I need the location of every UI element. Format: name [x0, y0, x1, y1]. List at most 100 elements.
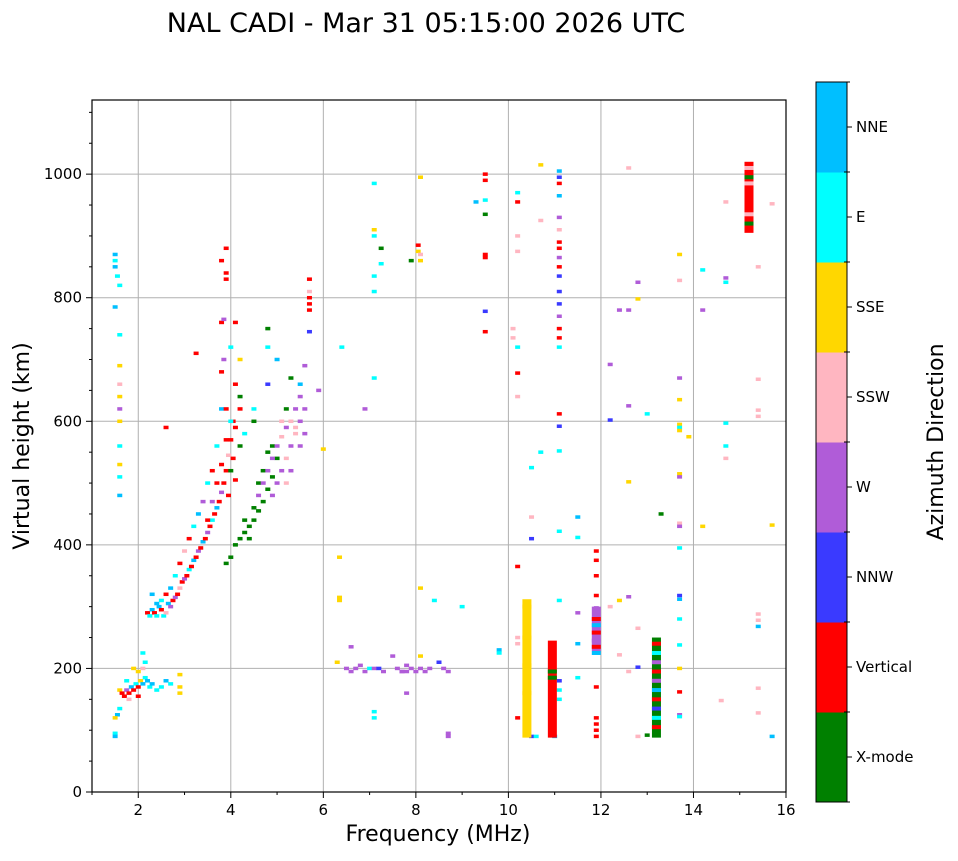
data-point — [556, 175, 562, 179]
data-point — [459, 604, 465, 609]
data-point — [142, 675, 148, 680]
data-point — [142, 660, 148, 664]
y-tick-label: 0 — [72, 783, 82, 801]
data-point — [219, 407, 225, 411]
data-point — [117, 363, 123, 368]
data-point — [556, 215, 562, 220]
data-point — [124, 679, 130, 683]
data-point — [242, 431, 248, 436]
x-tick-label: 2 — [133, 801, 143, 819]
data-point — [404, 663, 410, 668]
data-point — [269, 456, 275, 461]
data-point — [677, 690, 683, 694]
data-point — [172, 574, 178, 578]
data-bar — [591, 606, 601, 652]
plot-frame — [91, 99, 787, 793]
data-point — [769, 734, 775, 739]
data-point — [302, 431, 308, 436]
data-point — [297, 394, 303, 399]
data-point — [228, 468, 234, 473]
data-point — [135, 694, 141, 698]
data-point — [593, 734, 599, 739]
x-tick-label: 12 — [591, 801, 610, 819]
data-point — [193, 351, 199, 356]
data-bar-stripe — [651, 725, 661, 730]
data-point — [168, 682, 174, 686]
data-point — [677, 428, 683, 433]
data-point — [163, 611, 169, 615]
data-point — [297, 419, 303, 424]
data-point — [575, 675, 581, 680]
data-point — [117, 419, 123, 424]
data-point — [575, 641, 581, 646]
data-point — [112, 731, 118, 736]
data-point — [431, 598, 437, 603]
data-point — [117, 382, 123, 386]
data-point — [556, 194, 562, 198]
data-point — [334, 660, 340, 664]
data-point — [260, 468, 266, 473]
data-point — [723, 280, 729, 285]
data-point — [283, 425, 289, 430]
data-point — [251, 419, 257, 424]
data-point — [221, 357, 227, 362]
data-point — [288, 444, 294, 448]
data-point — [288, 468, 294, 473]
data-point — [172, 595, 178, 600]
data-point — [482, 172, 488, 176]
colorbar-tick-label: NNW — [856, 568, 893, 586]
data-bar — [547, 640, 557, 738]
data-point — [677, 524, 683, 529]
data-point — [677, 597, 683, 601]
data-point — [126, 691, 132, 695]
data-point — [473, 200, 479, 204]
data-point — [293, 425, 299, 430]
data-bar-stripe — [744, 165, 754, 170]
data-point — [376, 666, 382, 671]
data-point — [593, 685, 599, 689]
data-point — [228, 438, 234, 442]
data-point — [556, 697, 562, 702]
data-point — [371, 289, 377, 294]
data-point — [677, 252, 683, 257]
data-point — [221, 317, 227, 322]
data-point — [225, 453, 231, 458]
colorbar-tick-label: NNE — [856, 118, 888, 136]
data-point — [212, 512, 218, 516]
data-point — [117, 688, 123, 692]
data-point — [288, 419, 294, 424]
chart-title: NAL CADI - Mar 31 05:15:00 2026 UTC — [167, 8, 685, 39]
data-point — [191, 524, 197, 529]
data-point — [417, 175, 423, 179]
colorbar-tick-label: E — [856, 208, 865, 226]
data-point — [232, 382, 238, 386]
data-point — [593, 593, 599, 598]
data-point — [133, 682, 139, 686]
data-point — [216, 499, 222, 504]
data-point — [251, 506, 257, 510]
data-point — [193, 555, 199, 559]
data-point — [616, 598, 622, 603]
data-point — [635, 665, 641, 669]
data-point — [677, 714, 683, 719]
y-tick-label: 200 — [53, 659, 82, 677]
data-point — [200, 540, 206, 544]
data-point — [163, 679, 169, 683]
colorbar-tick-label: Vertical — [856, 658, 912, 676]
data-point — [200, 499, 206, 504]
data-point — [147, 685, 153, 689]
data-point — [417, 666, 423, 671]
data-point — [445, 731, 451, 736]
data-point — [219, 490, 225, 495]
data-point — [117, 333, 123, 337]
data-point — [182, 577, 188, 581]
data-point — [515, 345, 521, 349]
data-point — [723, 421, 729, 425]
data-point — [168, 586, 174, 590]
data-bar — [651, 637, 661, 738]
data-point — [214, 506, 220, 510]
data-points — [112, 161, 775, 739]
data-point — [151, 611, 157, 615]
data-point — [593, 716, 599, 720]
data-point — [371, 376, 377, 380]
